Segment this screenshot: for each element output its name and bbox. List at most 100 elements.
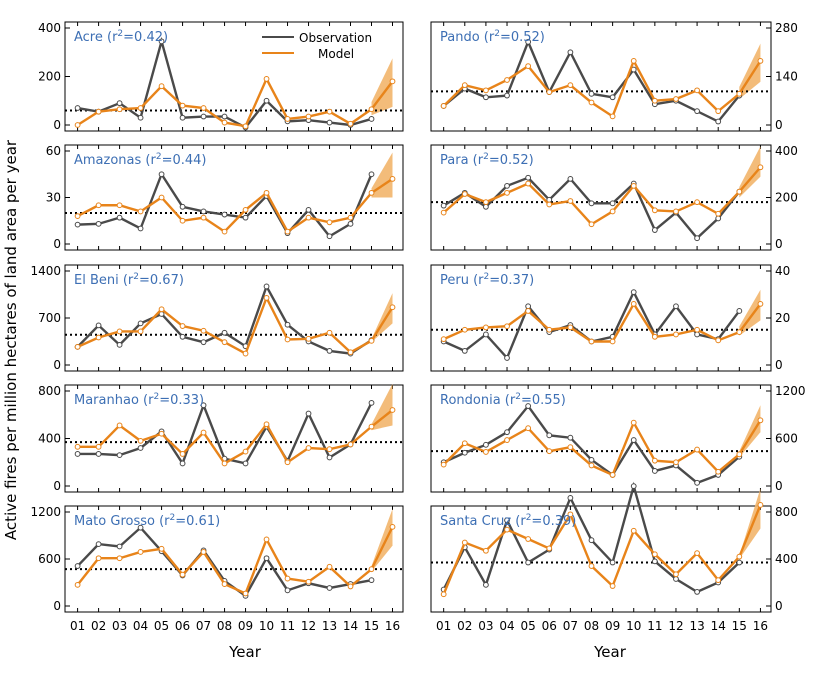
- model-point: [504, 189, 510, 196]
- observation-point: [95, 451, 102, 457]
- model-point: [179, 323, 186, 329]
- y-tick-label: 1200: [30, 505, 61, 519]
- observation-point: [483, 94, 489, 101]
- model-point: [694, 199, 700, 206]
- model-point: [305, 445, 312, 451]
- observation-point: [179, 114, 186, 121]
- x-tick-label: 02: [457, 619, 472, 633]
- observation-point: [461, 348, 468, 354]
- model-point: [221, 581, 228, 587]
- model-point: [116, 106, 123, 113]
- model-point: [525, 425, 532, 432]
- model-point: [651, 551, 658, 558]
- model-point: [200, 214, 207, 221]
- model-point: [347, 583, 354, 590]
- model-point: [440, 103, 447, 109]
- legend-model-label: Model: [318, 47, 354, 61]
- model-point: [715, 108, 722, 115]
- y-tick-label: 0: [53, 118, 61, 132]
- x-tick-label: 03: [478, 619, 493, 633]
- model-point: [630, 301, 637, 307]
- model-point: [158, 430, 165, 437]
- model-point: [673, 571, 679, 578]
- observation-point: [694, 108, 700, 115]
- panel-r2-value: =0.33): [159, 393, 204, 408]
- observation-point: [116, 543, 123, 550]
- model-line: [76, 526, 394, 596]
- model-point: [651, 207, 658, 214]
- panel-r2-superscript: 2: [494, 29, 500, 39]
- model-point: [609, 113, 616, 120]
- panel-title: El Beni (r2=0.67): [74, 272, 184, 288]
- observation-point: [305, 410, 312, 417]
- model-point: [368, 106, 375, 113]
- x-tick-label: 05: [154, 619, 169, 633]
- observation-point: [567, 49, 574, 56]
- model-point: [715, 210, 722, 217]
- y-tick-label: 1200: [775, 384, 806, 398]
- observation-point: [116, 341, 123, 348]
- panel-r2-superscript: 2: [515, 392, 521, 402]
- observation-point: [525, 174, 532, 181]
- model-point: [567, 198, 574, 204]
- y-tick-label: 0: [775, 479, 783, 493]
- panel-name: Mato Grosso (r: [74, 514, 170, 529]
- model-point: [757, 164, 764, 171]
- model-point: [546, 326, 553, 333]
- model-point: [200, 105, 207, 111]
- model-point: [179, 451, 186, 457]
- model-point: [694, 446, 700, 453]
- model-line: [76, 76, 394, 128]
- model-point: [588, 462, 595, 469]
- y-tick-label: 600: [38, 552, 61, 566]
- observation-point: [74, 105, 81, 111]
- model-point: [389, 176, 396, 182]
- x-tick-label: 14: [711, 619, 726, 633]
- model-point: [368, 189, 375, 196]
- model-point: [74, 581, 81, 588]
- panel-name: Acre (r: [74, 30, 118, 45]
- model-point: [263, 189, 270, 196]
- model-point: [588, 563, 595, 569]
- model-point: [116, 202, 123, 209]
- model-point: [347, 214, 354, 221]
- observation-point: [263, 555, 270, 562]
- model-point: [694, 87, 700, 94]
- panel-peru: 0 20 40 Peru (r2=0.37): [430, 264, 790, 372]
- y-tick-label: 400: [775, 144, 798, 158]
- observation-point: [588, 90, 595, 97]
- model-point: [483, 199, 489, 206]
- observation-point: [504, 517, 510, 524]
- legend-observation-label: Observation: [299, 31, 372, 45]
- model-point: [757, 502, 764, 508]
- model-point: [200, 429, 207, 436]
- model-point: [389, 407, 396, 413]
- model-point: [200, 327, 207, 334]
- model-point: [757, 301, 764, 307]
- observation-point: [200, 339, 207, 346]
- observation-point: [305, 207, 312, 213]
- panel-el-beni: 0 700 1400 El Beni (r2=0.67): [30, 264, 404, 372]
- observation-point: [525, 403, 532, 409]
- panel-r2-value: =0.67): [139, 273, 184, 288]
- observation-point: [242, 460, 249, 467]
- observation-point: [326, 119, 333, 126]
- x-tick-label: 15: [732, 619, 747, 633]
- observation-point: [694, 331, 700, 338]
- model-point: [673, 208, 679, 215]
- model-point: [158, 194, 165, 201]
- model-point: [736, 553, 743, 560]
- observation-point: [588, 456, 595, 463]
- model-point: [567, 511, 574, 518]
- model-line: [77, 409, 394, 466]
- projection-band: [371, 383, 393, 431]
- y-tick-label: 0: [775, 237, 783, 251]
- model-point: [546, 89, 553, 95]
- model-point: [630, 58, 637, 64]
- model-point: [440, 336, 447, 343]
- model-point: [368, 337, 375, 344]
- panel-name: Santa Cruz (r: [440, 514, 526, 529]
- model-line: [442, 166, 762, 226]
